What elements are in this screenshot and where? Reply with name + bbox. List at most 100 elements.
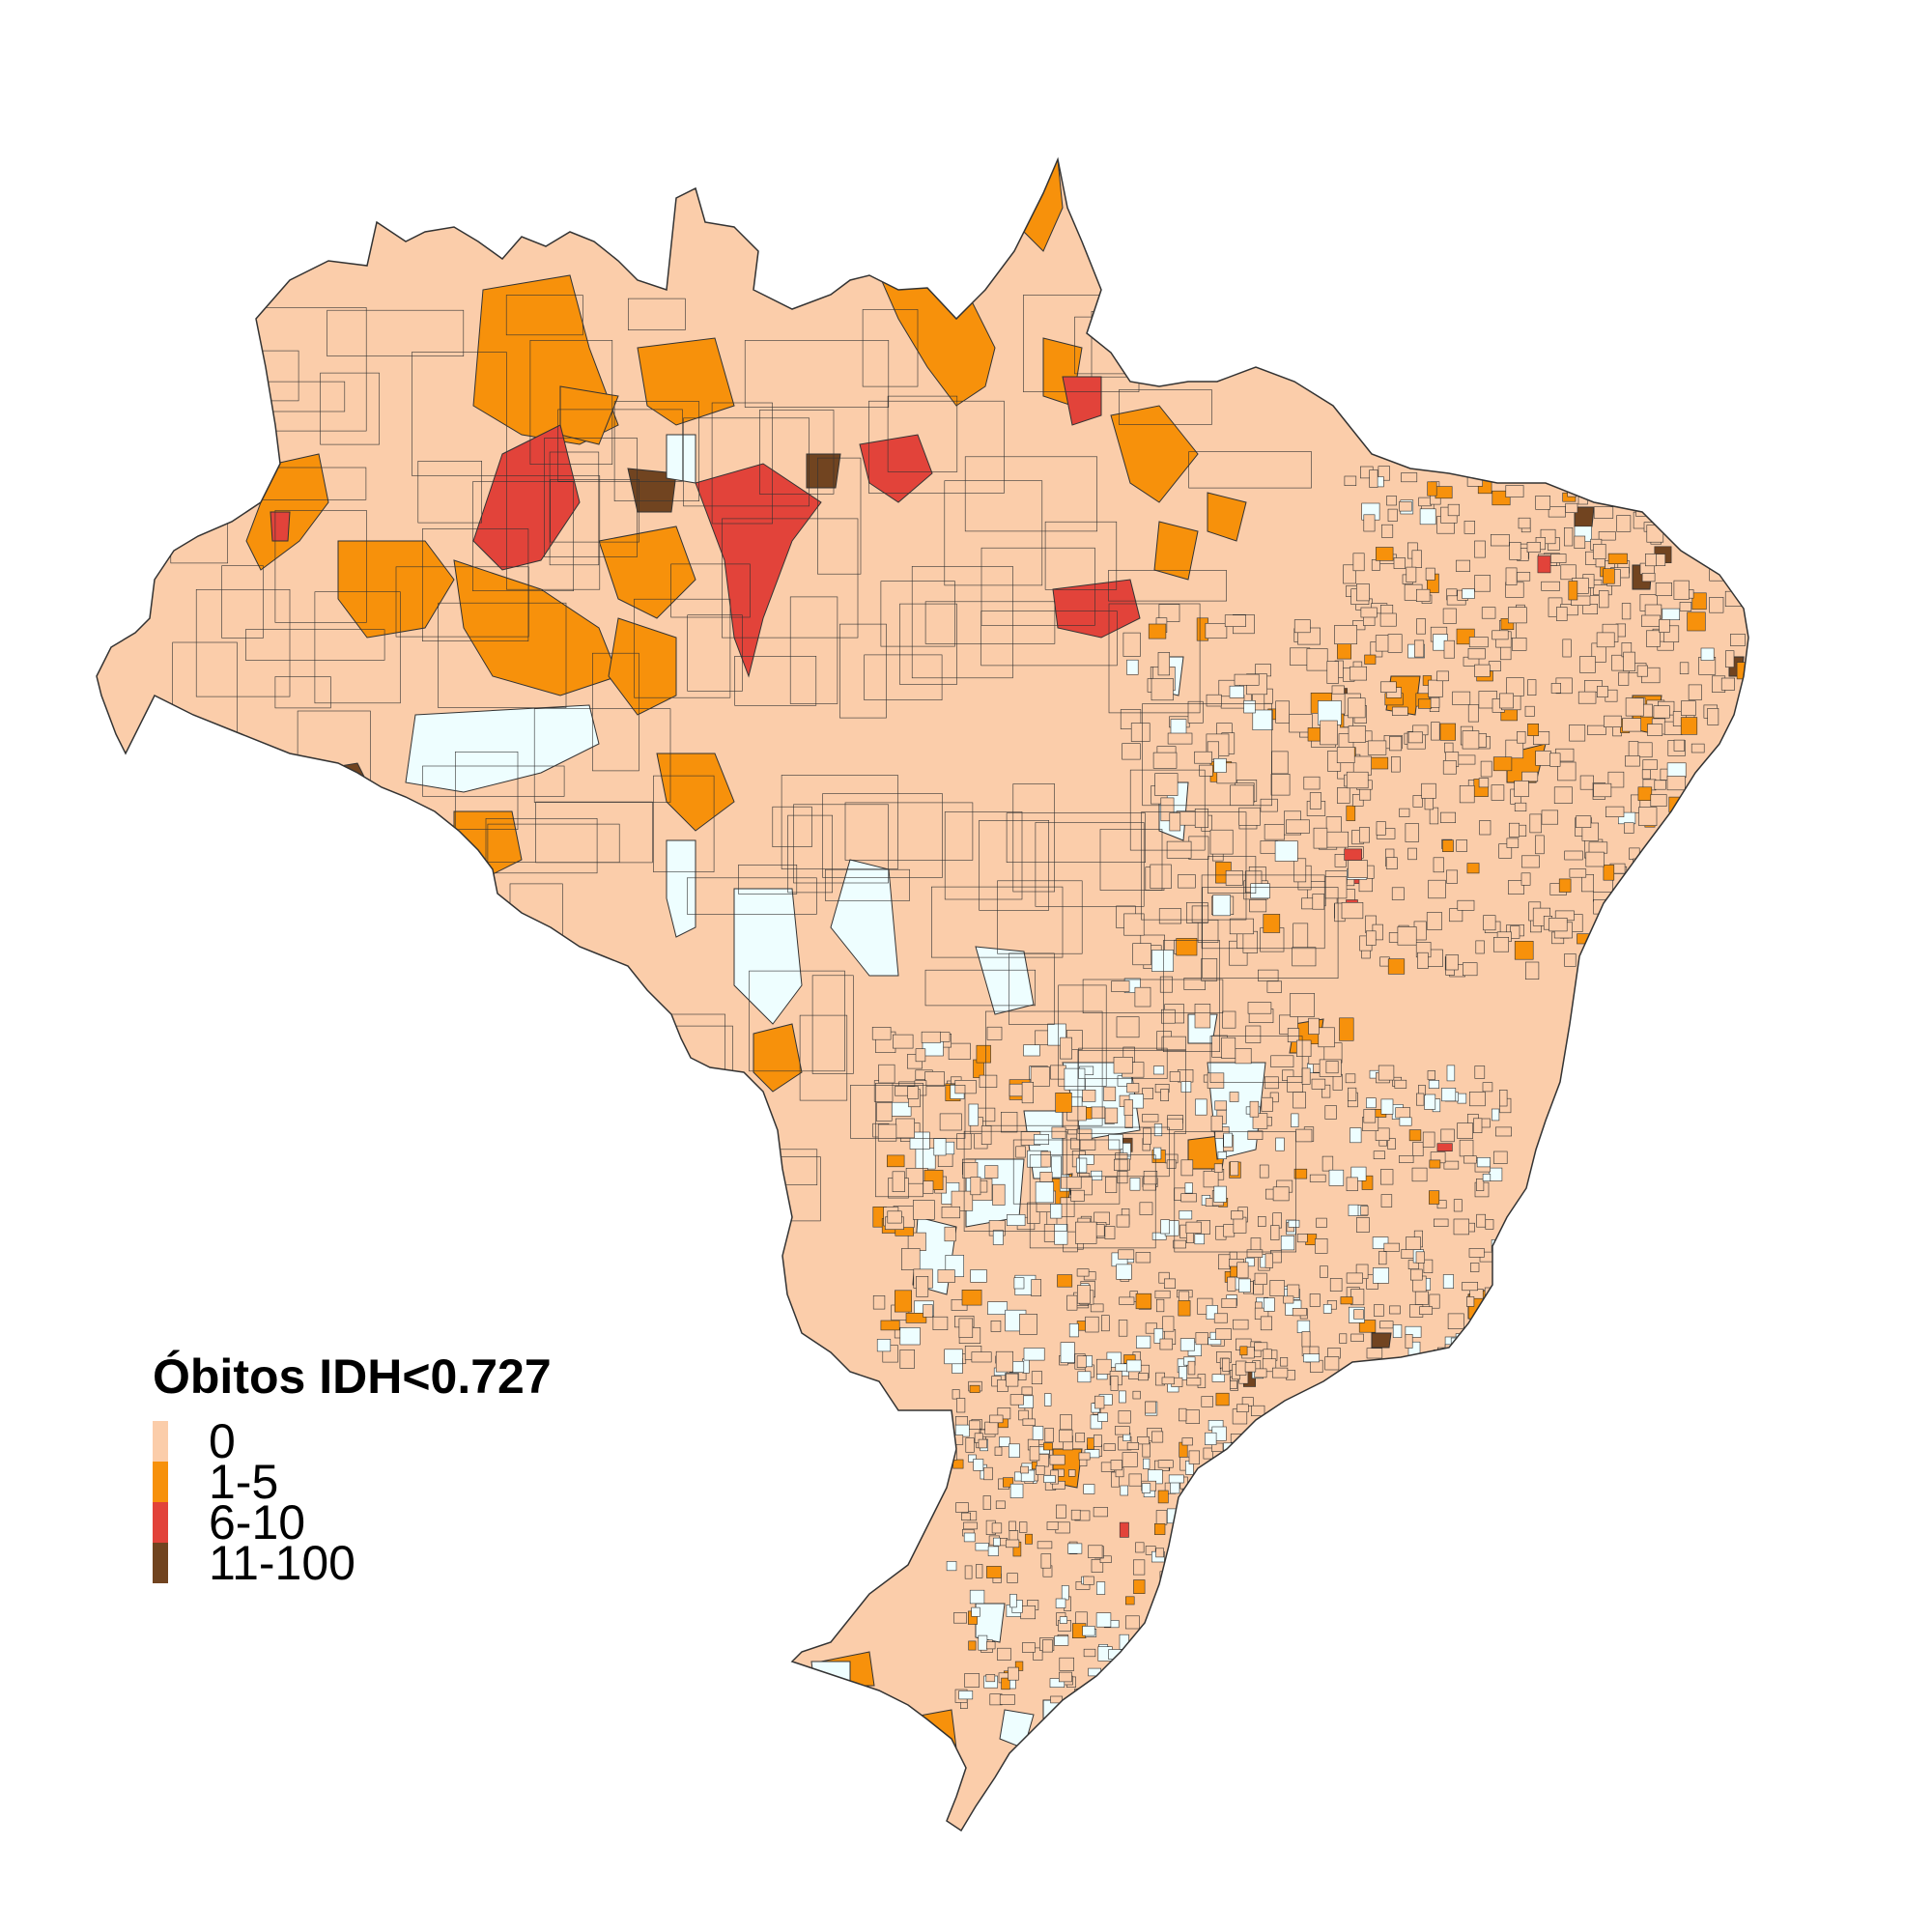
municipality-cell-0-117 <box>1481 607 1496 619</box>
municipality-cell-3-109 <box>1346 771 1369 789</box>
municipality-cell-4-109 <box>916 1276 929 1297</box>
municipality-cell-0-129 <box>1346 805 1356 821</box>
municipality-boundary-96 <box>822 793 943 878</box>
municipality-cell-2-290 <box>976 1564 983 1578</box>
municipality-cell-2-369 <box>1110 1460 1122 1471</box>
municipality-cell-0-441 <box>1636 665 1648 677</box>
municipality-cell-0-164 <box>1725 519 1738 539</box>
municipality-cell-1-28 <box>1429 1367 1444 1382</box>
municipality-cell-2-215 <box>1222 1357 1231 1372</box>
municipality-cell-2-189 <box>961 1512 971 1520</box>
municipality-cell-4-103 <box>941 1207 961 1219</box>
municipality-cell-2-242 <box>1115 1363 1129 1372</box>
municipality-cell-0-417 <box>1656 902 1672 915</box>
municipality-cell-1-134 <box>1156 1298 1165 1313</box>
municipality-cell-3-175 <box>1167 732 1193 745</box>
municipality-cell-3-94 <box>1194 1004 1211 1029</box>
municipality-cell-1-262 <box>1395 1107 1410 1119</box>
municipality-cell-0-185 <box>1548 505 1566 518</box>
municipality-cell-0-313 <box>1677 506 1693 522</box>
municipality-cell-3-176 <box>1348 725 1366 743</box>
municipality-cell-0-176 <box>1381 524 1394 538</box>
municipality-cell-2-246 <box>1043 1442 1053 1451</box>
municipality-cell-2-249 <box>1059 1671 1072 1683</box>
municipality-cell-0-40 <box>1607 771 1625 788</box>
municipality-cell-0-491 <box>1659 619 1670 633</box>
municipality-cell-2-317 <box>1094 1395 1105 1409</box>
municipality-cell-1-395 <box>1346 1272 1363 1284</box>
municipality-cell-0-29 <box>1691 592 1707 611</box>
municipality-cell-2-28 <box>1225 1634 1239 1647</box>
municipality-cell-4-83 <box>880 1320 900 1331</box>
municipality-cell-0-277 <box>1500 645 1512 661</box>
municipality-cell-0-432 <box>1467 647 1486 660</box>
municipality-cell-0-138 <box>1510 925 1520 939</box>
municipality-cell-2-347 <box>1236 1360 1247 1376</box>
municipality-cell-3-63 <box>1150 864 1172 889</box>
municipality-cell-1-391 <box>1283 1295 1294 1304</box>
municipality-cell-3-131 <box>1206 694 1222 707</box>
municipality-cell-1-206 <box>1082 1090 1096 1102</box>
municipality-cell-2-352 <box>1088 1545 1103 1558</box>
municipality-cell-0-231 <box>1529 813 1542 834</box>
municipality-cell-1-347 <box>1311 1078 1326 1090</box>
municipality-cell-2-316 <box>1025 1533 1033 1545</box>
municipality-cell-1-354 <box>1379 1321 1394 1329</box>
municipality-cell-1-378 <box>1474 1065 1486 1079</box>
municipality-cell-2-74 <box>1216 1457 1229 1469</box>
municipality-cell-2-271 <box>963 1521 978 1530</box>
municipality-cell-4-18 <box>1076 1157 1088 1174</box>
municipality-cell-4-60 <box>891 1101 912 1117</box>
legend-item-0: 0 <box>153 1417 552 1465</box>
municipality-cell-2-296 <box>1006 1373 1019 1387</box>
municipality-region-23 <box>897 1709 957 1749</box>
municipality-cell-0-5 <box>1723 867 1736 884</box>
municipality-cell-3-6 <box>1197 920 1219 943</box>
municipality-cell-1-287 <box>1453 1218 1469 1236</box>
municipality-cell-0-342 <box>1428 679 1443 697</box>
municipality-cell-0-168 <box>1557 761 1577 781</box>
municipality-cell-0-236 <box>1676 505 1690 518</box>
municipality-cell-2-349 <box>1186 1636 1199 1648</box>
municipality-cell-0-86 <box>1703 929 1720 943</box>
municipality-cell-4-152 <box>912 1200 935 1220</box>
municipality-cell-0-331 <box>1512 638 1527 651</box>
municipality-cell-2-192 <box>1061 1585 1069 1601</box>
municipality-boundary-43 <box>1201 874 1325 950</box>
municipality-cell-2-210 <box>1253 1623 1264 1633</box>
municipality-boundary-98 <box>274 509 367 623</box>
municipality-cell-0-301 <box>1378 466 1390 481</box>
municipality-cell-1-258 <box>1378 1251 1387 1265</box>
municipality-cell-0-431 <box>1430 696 1440 708</box>
municipality-cell-1-88 <box>1160 1089 1169 1101</box>
municipality-cell-0-440 <box>1669 922 1681 941</box>
municipality-boundary-104 <box>505 475 601 590</box>
municipality-cell-4-87 <box>894 1290 912 1313</box>
municipality-cell-0-410 <box>1419 508 1436 526</box>
municipality-boundary-129 <box>529 339 613 465</box>
municipality-cell-3-104 <box>1266 980 1283 993</box>
municipality-boundary-34 <box>550 478 639 543</box>
municipality-region-34 <box>806 453 841 489</box>
municipality-cell-0-335 <box>1574 535 1586 549</box>
municipality-cell-1-78 <box>1250 1237 1262 1252</box>
municipality-cell-0-7 <box>1542 465 1557 481</box>
municipality-cell-1-252 <box>1485 1219 1494 1230</box>
municipality-cell-4-138 <box>923 1304 933 1318</box>
municipality-cell-0-498 <box>1499 693 1514 709</box>
municipality-cell-2-329 <box>1219 1564 1230 1578</box>
legend-label-6-10: 6-10 <box>209 1495 306 1549</box>
legend-item-1-5: 1-5 <box>153 1458 552 1506</box>
municipality-cell-1-410 <box>1123 1099 1134 1116</box>
municipality-cell-2-225 <box>1221 1653 1233 1662</box>
municipality-cell-1-220 <box>1145 1322 1157 1334</box>
municipality-cell-3-76 <box>1205 622 1228 639</box>
municipality-cell-3-157 <box>1213 757 1227 773</box>
municipality-cell-3-19 <box>1183 978 1207 990</box>
municipality-cell-0-340 <box>1474 540 1486 558</box>
municipality-cell-0-494 <box>1518 517 1531 529</box>
municipality-cell-0-512 <box>1650 794 1667 807</box>
municipality-cell-2-258 <box>991 1522 1003 1534</box>
municipality-cell-1-112 <box>1358 1320 1377 1333</box>
municipality-cell-1-278 <box>1180 1193 1197 1203</box>
